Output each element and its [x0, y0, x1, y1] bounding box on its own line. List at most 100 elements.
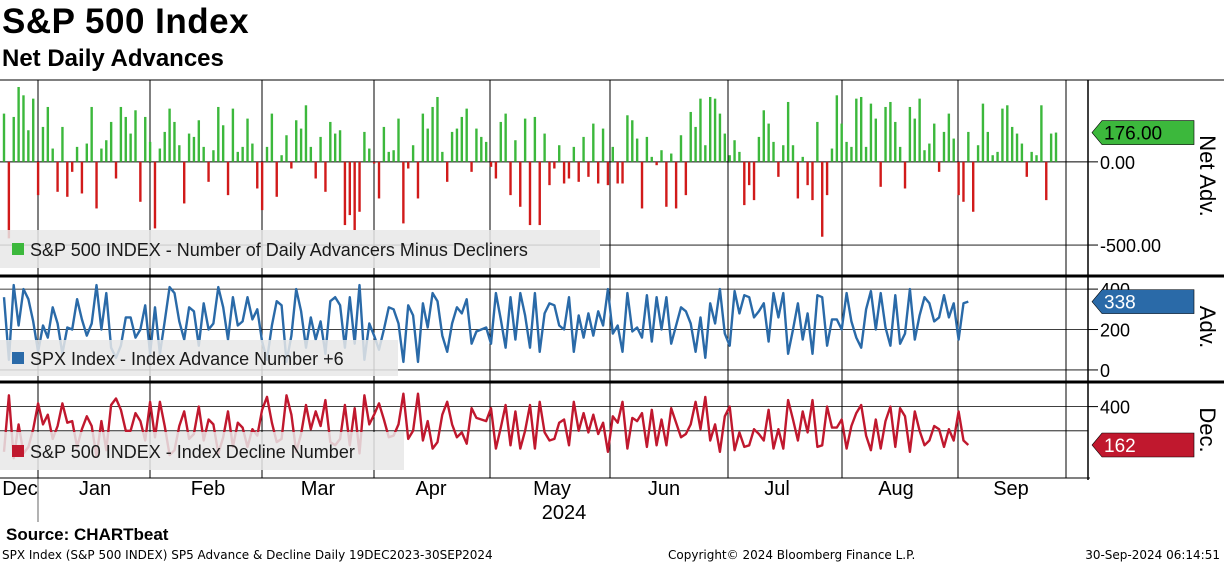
net-advance-bar — [757, 136, 761, 162]
net-advance-bar — [12, 116, 15, 162]
net-advance-bar — [226, 161, 230, 196]
net-advance-bar — [1001, 108, 1004, 162]
net-advance-bar — [499, 121, 502, 162]
net-advance-bar — [100, 148, 103, 162]
net-advance-bar — [329, 121, 332, 162]
net-advance-bar — [280, 155, 283, 162]
net-advance-bar — [36, 161, 40, 196]
net-advance-bar — [816, 121, 819, 162]
net-advance-bar — [241, 146, 244, 162]
net-advance-bar — [61, 126, 64, 162]
net-advance-bar — [309, 146, 313, 162]
net-advance-bar — [246, 118, 249, 162]
net-advance-bar — [796, 161, 800, 199]
net-advance-bar — [324, 161, 327, 192]
net-advance-bar — [674, 161, 678, 209]
net-advance-bar — [392, 150, 395, 162]
net-advance-bar — [480, 136, 483, 162]
net-advance-bar — [105, 140, 108, 162]
net-advance-bar — [114, 161, 118, 179]
net-advance-bar — [109, 121, 113, 162]
net-advance-bar — [32, 98, 35, 162]
net-advance-bar — [221, 125, 225, 162]
net-advance-bar — [436, 96, 439, 162]
adv-axis-label: Adv. — [1195, 306, 1220, 348]
net-tick-zero: 0.00 — [1100, 153, 1135, 173]
net-advance-bar — [470, 161, 473, 172]
net-advance-bar — [635, 138, 639, 162]
source-note: Source: CHARTbeat — [6, 525, 169, 544]
legend-decline-text: S&P 500 INDEX - Index Decline Number — [30, 442, 355, 462]
net-tick-minus-500: -500.00 — [1100, 236, 1161, 256]
net-advance-bar — [874, 118, 877, 162]
net-advance-bar — [450, 131, 454, 162]
net-advance-bar — [762, 110, 765, 162]
net-advance-bar — [665, 161, 668, 207]
net-advance-bar — [475, 128, 478, 162]
net-advance-bar — [772, 141, 775, 162]
net-advance-bar — [504, 113, 507, 162]
net-advance-bar — [304, 105, 308, 162]
net-advance-bar — [670, 153, 673, 162]
legend-advance-box — [0, 340, 398, 376]
net-advance-bar — [699, 98, 702, 162]
net-advance-bar — [41, 126, 45, 162]
net-advance-bar — [738, 151, 741, 162]
net-advance-bar — [791, 145, 795, 162]
net-advance-bar — [631, 120, 634, 162]
net-advance-bar — [898, 146, 902, 162]
chart-title: S&P 500 Index — [2, 2, 250, 41]
net-advance-bar — [801, 156, 804, 162]
net-advance-bar — [952, 138, 955, 162]
legend-advance-swatch — [12, 352, 24, 364]
net-advance-bar — [411, 145, 415, 162]
net-advance-bar — [942, 131, 946, 162]
net-advance-bar — [548, 161, 551, 186]
net-advance-bar — [1045, 161, 1048, 201]
net-advance-bar — [884, 106, 887, 162]
footer-timestamp: 30-Sep-2024 06:14:51 — [1085, 548, 1220, 562]
footer-description: SPX Index (S&P 500 INDEX) SP5 Advance & … — [2, 548, 493, 562]
legend-decline-swatch — [12, 445, 24, 457]
net-advance-bar — [689, 111, 692, 162]
net-advance-bar — [592, 123, 595, 162]
net-advance-bar — [139, 161, 142, 202]
net-advance-bar — [192, 136, 196, 162]
net-advance-bar — [596, 161, 600, 184]
net-advance-bar — [660, 150, 663, 162]
net-advance-bar — [319, 136, 322, 162]
net-advance-bar — [733, 140, 736, 162]
net-advance-bar — [821, 161, 824, 237]
month-label-may: May — [533, 478, 571, 500]
net-advance-bar — [869, 103, 873, 162]
net-advance-bar — [967, 131, 970, 162]
net-advance-bar — [1006, 105, 1009, 162]
net-advance-bar — [484, 141, 488, 162]
net-advance-bar — [918, 98, 921, 162]
net-advance-bar — [1010, 126, 1014, 162]
net-advance-bar — [363, 131, 366, 162]
net-advance-bar — [270, 113, 274, 162]
net-advance-bar — [694, 126, 697, 162]
net-advance-bar — [333, 133, 337, 162]
net-advance-bar — [937, 161, 941, 172]
net-advance-bar — [489, 161, 493, 167]
net-advance-bar — [95, 161, 98, 209]
net-advance-bar — [251, 143, 254, 162]
decline-series-line — [2, 392, 970, 460]
net-advance-bar — [1020, 143, 1024, 162]
month-label-jan: Jan — [79, 478, 111, 500]
net-advance-bar — [986, 131, 990, 162]
net-advance-bar — [70, 161, 74, 172]
net-advance-bar — [1030, 151, 1033, 162]
net-advance-bar — [811, 161, 814, 201]
net-advance-bar — [382, 126, 386, 162]
net-advance-bar — [260, 161, 264, 211]
net-advance-bar — [626, 115, 629, 162]
net-advance-bar — [2, 113, 6, 162]
net-advance-bar — [338, 130, 342, 162]
net-advance-bar — [202, 146, 205, 162]
net-advance-bar — [713, 98, 717, 162]
net-advance-bar — [996, 151, 999, 162]
net-advance-bar — [217, 106, 220, 162]
